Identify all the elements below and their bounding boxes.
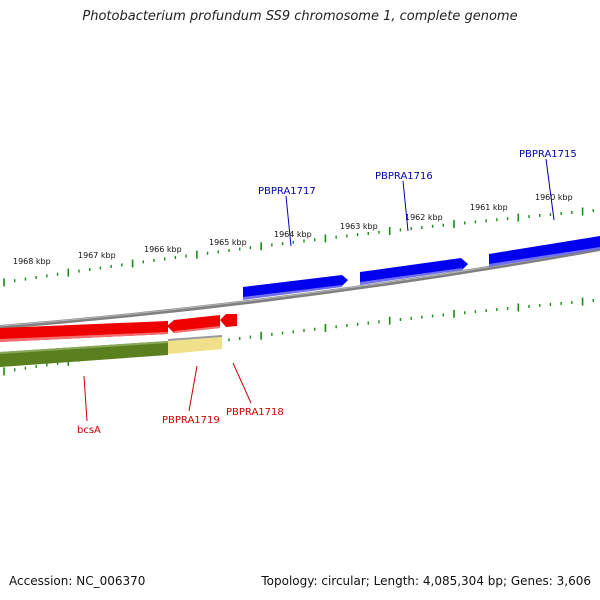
upper-ruler — [3, 207, 594, 287]
gene-label-PBPRA1718[interactable]: PBPRA1718 — [226, 407, 284, 418]
reverse-genes — [0, 314, 237, 342]
ruler-label: 1965 kbp — [209, 238, 247, 247]
gene-shadow — [489, 247, 600, 267]
ruler-label: 1963 kbp — [340, 222, 378, 231]
genome-summary-text: Topology: circular; Length: 4,085,304 bp… — [261, 574, 591, 588]
gene-shadow — [360, 268, 462, 285]
gene-bcsA[interactable] — [0, 321, 168, 342]
operon-band — [0, 341, 168, 367]
gene-shadow — [243, 285, 342, 300]
gene-PBPRA1715[interactable] — [489, 236, 600, 266]
ruler-label: 1964 kbp — [274, 230, 312, 239]
ruler-label: 1962 kbp — [405, 213, 443, 222]
accession-text: Accession: NC_006370 — [9, 574, 146, 588]
gene-PBPRA1717[interactable] — [243, 275, 348, 299]
ruler-labels: 1968 kbp 1967 kbp 1966 kbp 1965 kbp 1964… — [13, 193, 573, 266]
gene-PBPRA1716[interactable] — [360, 258, 468, 284]
gene-label-PBPRA1716[interactable]: PBPRA1716 — [375, 171, 433, 182]
ruler-label: 1966 kbp — [144, 245, 182, 254]
ruler-label: 1967 kbp — [78, 251, 116, 260]
gene-PBPRA1718[interactable] — [220, 314, 237, 327]
chromosome-backbone — [0, 247, 600, 329]
gene-label-PBPRA1715[interactable]: PBPRA1715 — [519, 149, 577, 160]
ruler-label: 1960 kbp — [535, 193, 573, 202]
gene-label-PBPRA1717[interactable]: PBPRA1717 — [258, 186, 316, 197]
highlight-band — [168, 337, 222, 354]
gene-labels: PBPRA1717 PBPRA1716 PBPRA1715 bcsA PBPRA… — [77, 149, 577, 436]
operon-band-highlight — [0, 341, 168, 354]
gene-label-bcsA[interactable]: bcsA — [77, 425, 101, 436]
ruler-label: 1961 kbp — [470, 203, 508, 212]
highlight-band-top — [168, 335, 222, 341]
ruler-label: 1968 kbp — [13, 257, 51, 266]
forward-genes — [243, 236, 600, 300]
gene-label-PBPRA1719[interactable]: PBPRA1719 — [162, 415, 220, 426]
gene-shadow — [0, 332, 168, 342]
leader-lines — [83, 158, 555, 422]
map-title: Photobacterium profundum SS9 chromosome … — [82, 9, 518, 24]
gene-shadow — [174, 326, 220, 333]
